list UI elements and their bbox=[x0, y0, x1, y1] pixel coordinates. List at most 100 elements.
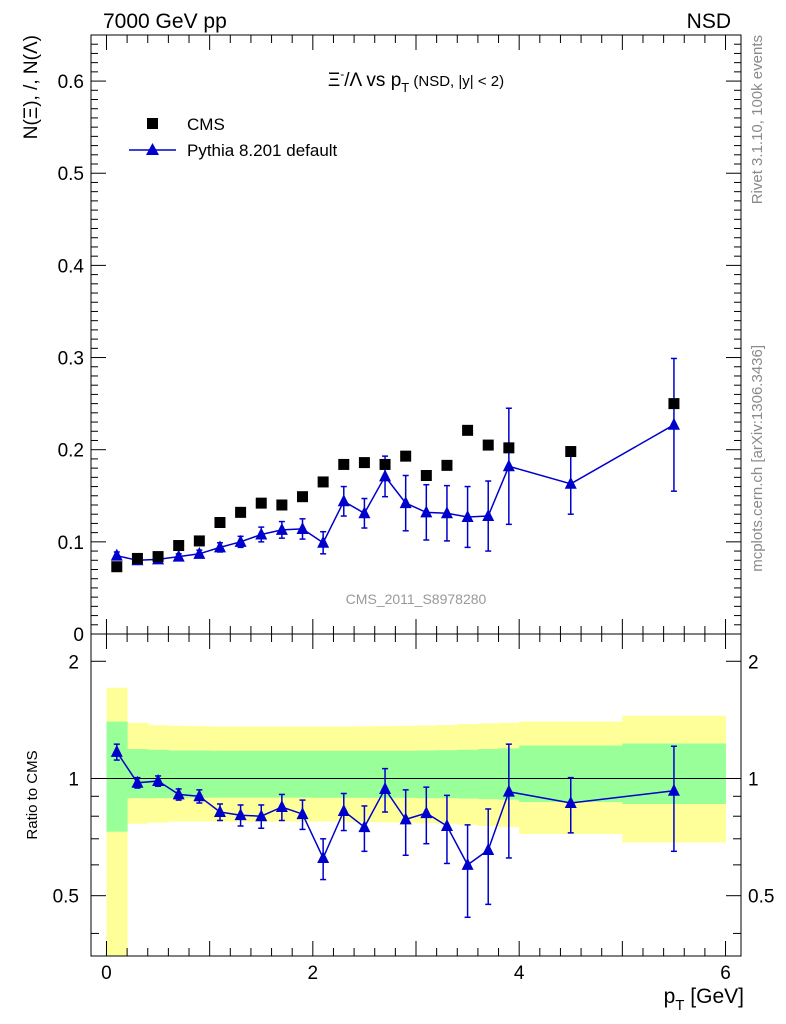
ratio-line bbox=[116, 751, 674, 867]
ratio-axes: 0.5 0.5 1 1 2 2 0 2 4 6 bbox=[53, 633, 774, 984]
pythia-point bbox=[667, 417, 680, 430]
y-tick-label: 0 bbox=[73, 625, 84, 646]
ratio-point bbox=[275, 799, 288, 812]
ratio-y-tick-label-right: 2 bbox=[748, 652, 759, 673]
pythia-point bbox=[317, 535, 330, 548]
pythia-point bbox=[255, 527, 268, 540]
cms-point bbox=[565, 446, 577, 458]
inner-band-bin bbox=[292, 750, 314, 798]
cms-point bbox=[131, 552, 143, 564]
ratio-point bbox=[193, 789, 206, 802]
cms-point bbox=[235, 506, 247, 518]
inner-band-bin bbox=[312, 750, 334, 798]
legend-marker-cms bbox=[147, 118, 158, 129]
main-watermark: CMS_2011_S8978280 bbox=[346, 591, 487, 607]
main-title: Ξ-/Λ vs pT (NSD, |y| < 2) bbox=[328, 67, 504, 95]
ratio-point bbox=[502, 784, 515, 797]
main-plot-area bbox=[91, 35, 741, 634]
pythia-point bbox=[110, 548, 123, 561]
cms-point bbox=[214, 516, 226, 528]
cms-point bbox=[152, 551, 164, 563]
cms-point bbox=[462, 424, 474, 436]
inner-band-bin bbox=[436, 750, 458, 799]
main-legend: CMS Pythia 8.201 default bbox=[129, 115, 338, 160]
pythia-point bbox=[420, 505, 433, 518]
inner-band-bin bbox=[168, 750, 190, 798]
x-tick-label: 6 bbox=[720, 963, 731, 984]
ratio-point bbox=[172, 787, 185, 800]
inner-band-bin bbox=[189, 750, 211, 798]
cms-point bbox=[358, 457, 370, 469]
cms-point bbox=[193, 535, 205, 547]
x-tick-label: 0 bbox=[101, 963, 112, 984]
pythia-point bbox=[234, 534, 247, 547]
ratio-point bbox=[296, 807, 309, 820]
inner-band-bin bbox=[106, 721, 128, 832]
ratio-point bbox=[152, 774, 165, 787]
y-tick-label: 0.1 bbox=[58, 533, 84, 554]
inner-band-bin bbox=[271, 750, 293, 798]
cms-point bbox=[482, 439, 494, 451]
pythia-point bbox=[275, 522, 288, 535]
header-energy-label: 7000 GeV pp bbox=[103, 10, 227, 33]
inner-band-bin bbox=[147, 749, 169, 799]
x-label-sub: T bbox=[675, 997, 684, 1014]
inner-band-bin bbox=[477, 749, 500, 800]
ratio-point bbox=[110, 744, 123, 757]
inner-band-bin bbox=[354, 750, 376, 798]
ratio-y-tick-label-right: 1 bbox=[748, 769, 759, 790]
ratio-y-tick-label: 0.5 bbox=[53, 887, 79, 908]
cms-point bbox=[420, 469, 432, 481]
legend-label-cms: CMS bbox=[187, 115, 225, 134]
cms-point bbox=[111, 561, 123, 573]
pythia-point bbox=[502, 459, 515, 472]
ratio-y-tick-label: 2 bbox=[68, 652, 79, 673]
inner-band-bin bbox=[209, 750, 231, 798]
pythia-point bbox=[213, 540, 226, 553]
legend-label-pythia: Pythia 8.201 default bbox=[187, 141, 338, 160]
y-tick-label: 0.2 bbox=[58, 441, 84, 462]
ratio-panel: 0.5 0.5 1 1 2 2 0 2 4 6 Ratio to CMS pT [GeV] bbox=[24, 633, 774, 1014]
pythia-point bbox=[440, 506, 453, 519]
cms-point bbox=[255, 497, 267, 509]
pythia-point bbox=[461, 509, 474, 522]
inner-band-bin bbox=[230, 750, 252, 798]
inner-band-bin bbox=[416, 750, 438, 799]
cms-point bbox=[297, 491, 309, 503]
ratio-point bbox=[461, 857, 474, 870]
ratio-point bbox=[667, 783, 680, 796]
pythia-point bbox=[337, 494, 350, 507]
inner-band-bin bbox=[395, 750, 417, 798]
ratio-point bbox=[234, 808, 247, 821]
y-tick-label: 0.4 bbox=[58, 256, 85, 277]
y-tick-label: 0.5 bbox=[58, 164, 84, 185]
ratio-y-tick-label-right: 0.5 bbox=[748, 887, 774, 908]
ratio-point bbox=[440, 819, 453, 832]
cms-point bbox=[317, 476, 329, 488]
cms-point bbox=[338, 458, 350, 470]
inner-band-bin bbox=[127, 749, 149, 799]
pythia-point bbox=[564, 476, 577, 489]
main-panel: CMS_2011_S8978280 0 0.1 0.2 0.3 0.4 0.5 0.6 Ξ-… bbox=[21, 34, 742, 646]
cms-point bbox=[441, 459, 453, 471]
ratio-point bbox=[379, 781, 392, 794]
pythia-point bbox=[482, 509, 495, 522]
x-label-main: p bbox=[664, 985, 676, 1008]
ratio-series-layer bbox=[110, 743, 680, 919]
pythia-point bbox=[399, 496, 412, 509]
ratio-point bbox=[420, 806, 433, 819]
pythia-point bbox=[379, 469, 392, 482]
pythia-point bbox=[296, 521, 309, 534]
ratio-point bbox=[213, 805, 226, 818]
x-label-tail: [GeV] bbox=[684, 985, 744, 1008]
mcplots-label: mcplots.cern.ch [arXiv:1306.3436] bbox=[749, 345, 766, 572]
pythia-line bbox=[116, 424, 675, 562]
cms-point bbox=[503, 442, 515, 454]
ratio-point bbox=[399, 812, 412, 825]
main-series-layer bbox=[110, 357, 680, 573]
x-tick-label: 4 bbox=[514, 963, 525, 984]
ratio-point bbox=[482, 843, 495, 856]
inner-band-bin bbox=[457, 749, 479, 799]
pythia-point bbox=[358, 506, 371, 519]
